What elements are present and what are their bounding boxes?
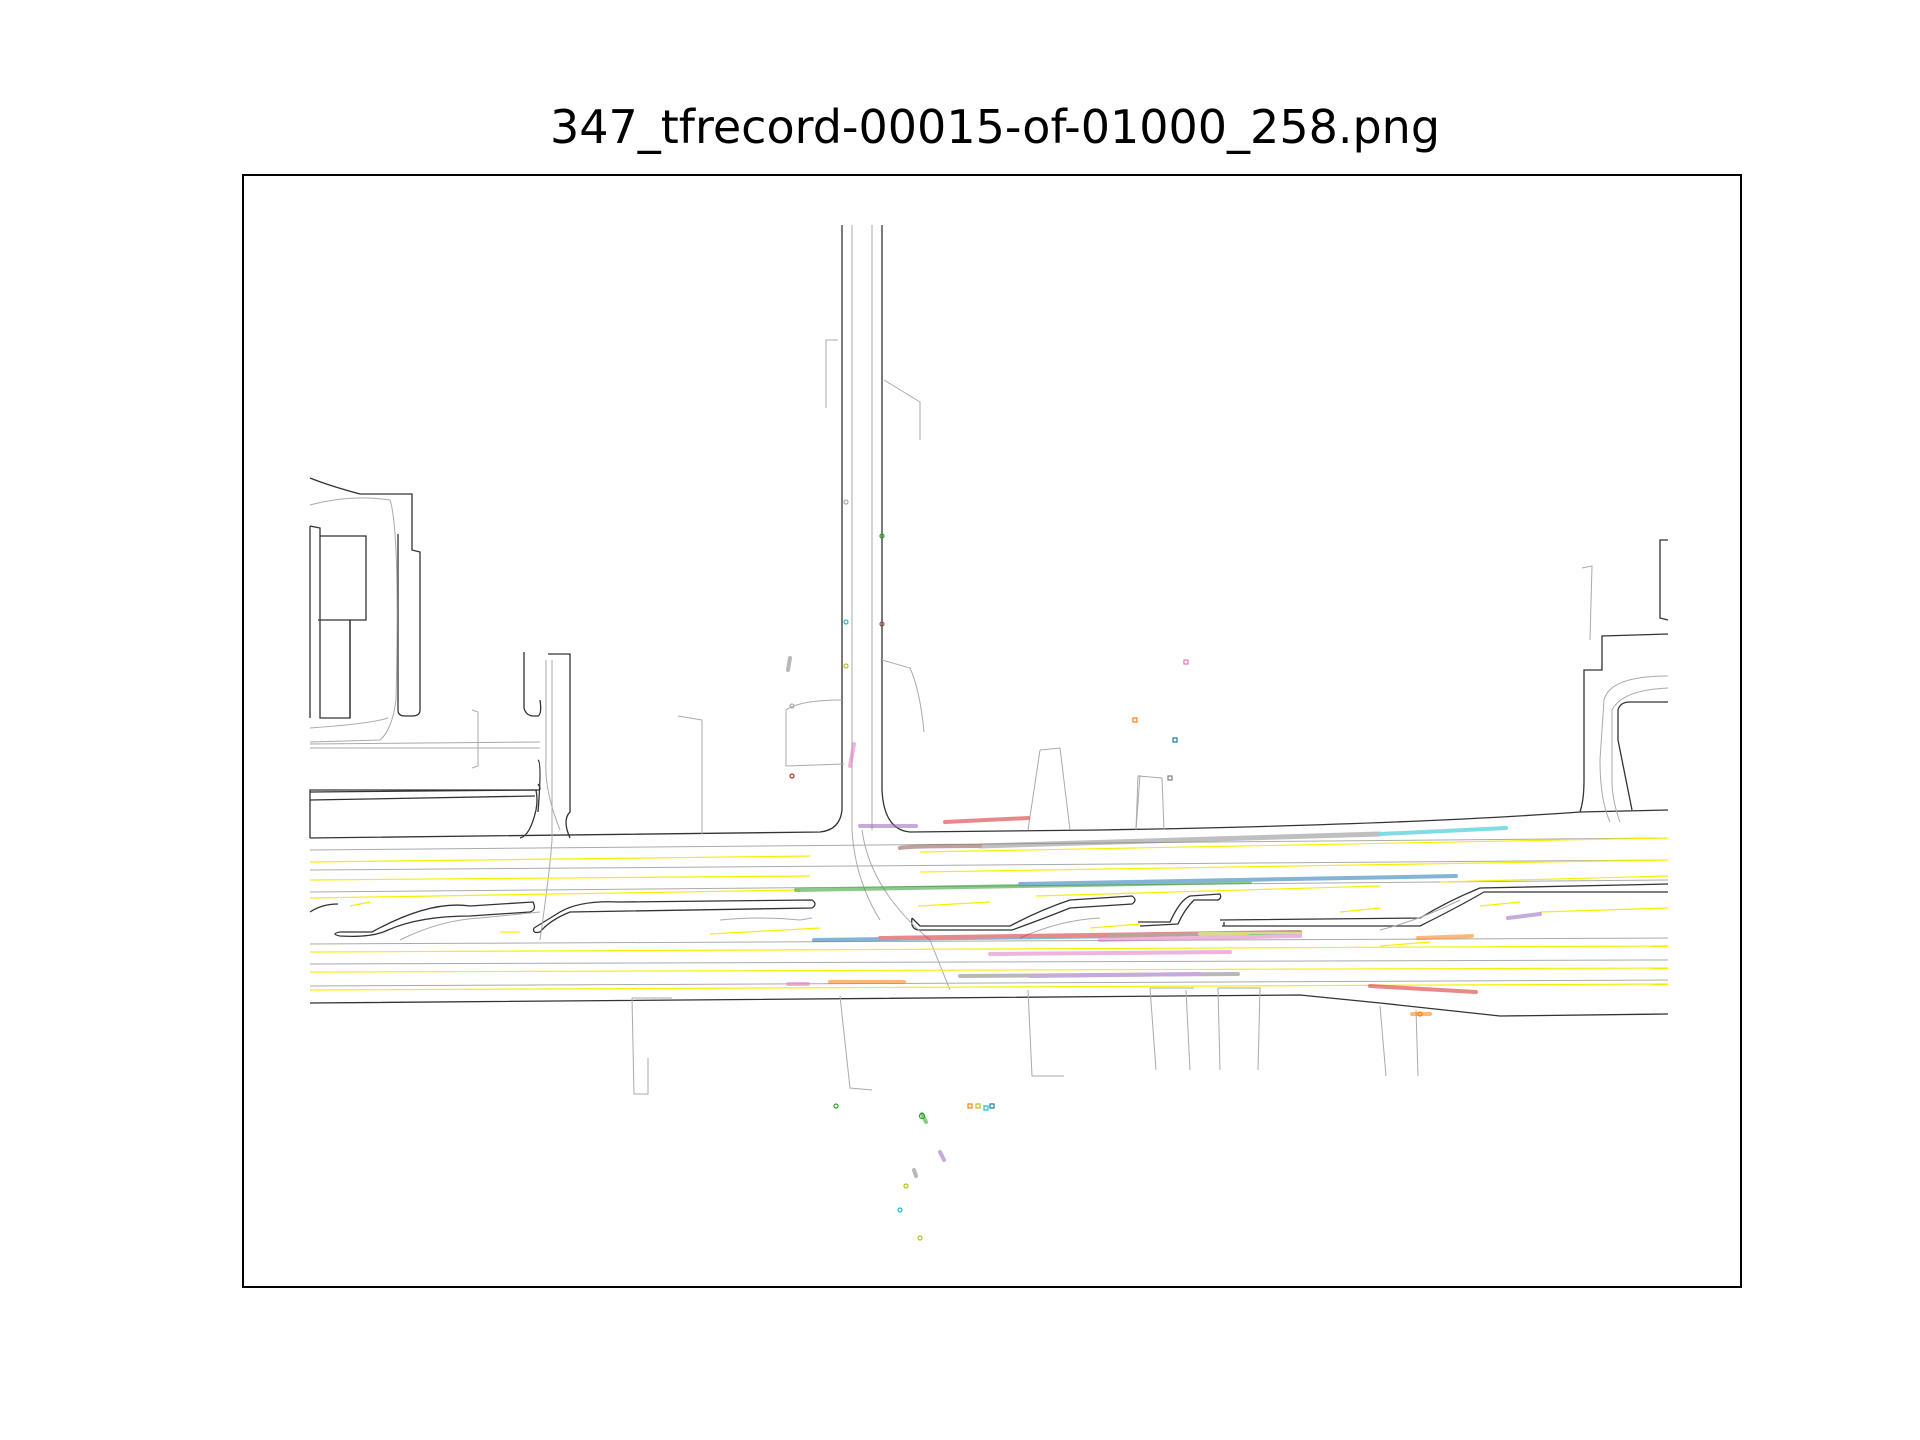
agent-markers <box>789 499 1423 1241</box>
road-edges <box>309 225 1669 1017</box>
agent-trajectories <box>786 656 1542 1178</box>
lane-centerlines <box>309 225 1669 1095</box>
plot-frame <box>242 174 1742 1288</box>
figure-title: 347_tfrecord-00015-of-01000_258.png <box>549 100 1441 154</box>
lane-markings <box>309 837 1669 991</box>
